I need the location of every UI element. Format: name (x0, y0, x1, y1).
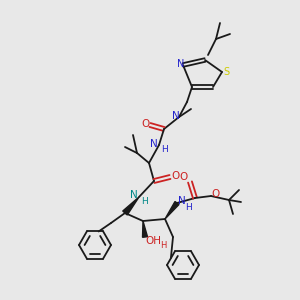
Text: O: O (180, 172, 188, 182)
Text: OH: OH (145, 236, 161, 246)
Text: O: O (172, 171, 180, 181)
Text: O: O (212, 189, 220, 199)
Text: O: O (141, 119, 149, 129)
Text: N: N (130, 190, 138, 200)
Text: N: N (178, 196, 186, 206)
Polygon shape (165, 202, 179, 219)
Text: N: N (150, 139, 158, 149)
Text: N: N (172, 111, 180, 121)
Text: S: S (223, 67, 229, 77)
Text: H: H (141, 197, 147, 206)
Text: H: H (162, 145, 168, 154)
Text: N: N (177, 59, 185, 69)
Polygon shape (123, 197, 139, 215)
Polygon shape (142, 221, 148, 237)
Text: H: H (160, 242, 166, 250)
Text: H: H (186, 203, 192, 212)
